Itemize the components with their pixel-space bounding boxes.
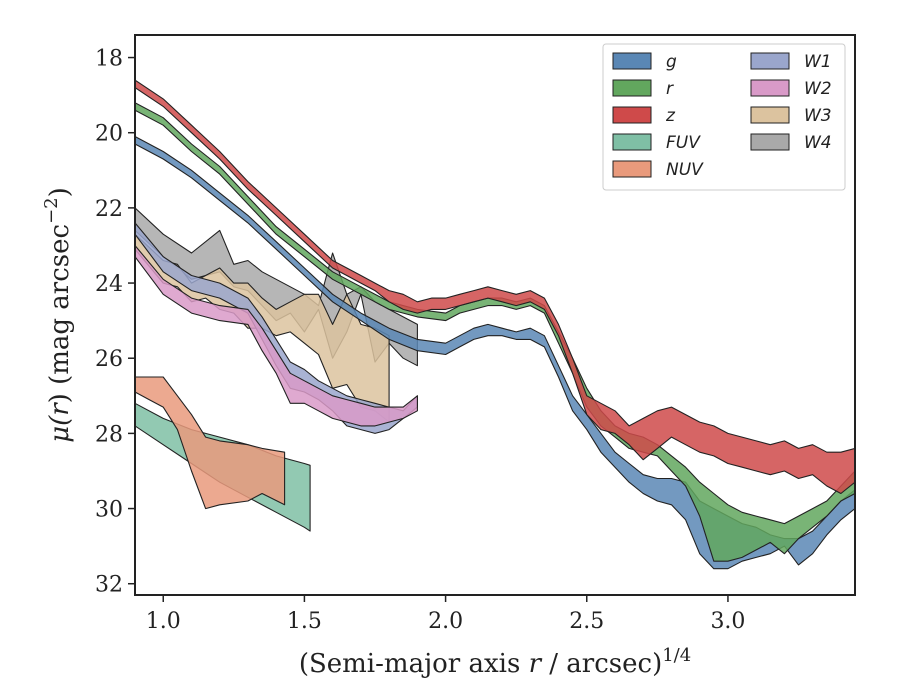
legend-label-r: r [666, 79, 674, 99]
y-axis-label-mu: μ( [45, 415, 75, 443]
x-axis-ticks: 1.0 1.5 2.0 2.5 3.0 [146, 595, 745, 634]
legend-swatch-r [612, 79, 652, 97]
legend-swatch-w3 [750, 106, 790, 124]
y-tick-label: 22 [95, 197, 123, 222]
y-tick-label: 24 [95, 272, 123, 297]
y-tick-label: 32 [95, 573, 123, 598]
legend-swatch-g [612, 52, 652, 70]
legend-swatch-w4 [750, 133, 790, 151]
band-g [135, 135, 855, 570]
y-tick-label: 26 [95, 347, 123, 372]
x-axis-label: (Semi-major axis r / arcsec)1/4 [299, 645, 691, 679]
legend-swatch-w2 [750, 79, 790, 97]
y-tick-label: 18 [95, 47, 123, 72]
band-nuv [135, 376, 286, 510]
y-axis-label: μ(r) (mag arcsec−2) [41, 187, 75, 443]
y-tick-label: 20 [95, 122, 123, 147]
legend-label-g: g [666, 52, 677, 72]
y-axis-ticks: 18 20 22 24 26 28 30 32 [95, 47, 135, 598]
legend-swatch-w1 [750, 52, 790, 70]
x-tick-label: 2.5 [569, 609, 604, 634]
profile-bands [135, 79, 855, 570]
legend-label-fuv: FUV [666, 133, 701, 153]
x-axis-label-var: r [529, 649, 543, 679]
x-tick-label: 3.0 [710, 609, 745, 634]
y-tick-label: 28 [95, 422, 123, 447]
legend: grz FUV NUV W1 W2 W3 W4 [602, 43, 846, 191]
legend-label-nuv: NUV [666, 160, 704, 180]
legend-label-w3: W3 [804, 106, 832, 126]
y-axis-label-unit: ) (mag arcsec [45, 224, 75, 403]
x-axis-label-unit: / arcsec) [541, 649, 662, 679]
x-tick-label: 1.0 [146, 609, 181, 634]
x-axis-label-main: (Semi-major axis [299, 649, 529, 679]
band-w2 [135, 244, 418, 427]
x-axis-label-exponent: 1/4 [662, 645, 691, 666]
y-tick-label: 30 [95, 498, 123, 523]
x-tick-label: 1.5 [287, 609, 322, 634]
legend-swatch-nuv [612, 160, 652, 178]
plot-frame [134, 34, 856, 596]
y-axis-label-close: ) [45, 187, 75, 197]
legend-swatch-z [612, 106, 652, 124]
x-tick-label: 2.0 [428, 609, 463, 634]
band-z [135, 79, 855, 495]
legend-label-w4: W4 [804, 133, 832, 153]
legend-label-w2: W2 [804, 79, 832, 99]
y-axis-label-exponent: −2 [41, 197, 62, 224]
legend-swatch-fuv [612, 133, 652, 151]
y-axis-label-var: r [45, 402, 75, 416]
legend-label-z: z [665, 106, 676, 126]
legend-label-w1: W1 [804, 52, 832, 72]
